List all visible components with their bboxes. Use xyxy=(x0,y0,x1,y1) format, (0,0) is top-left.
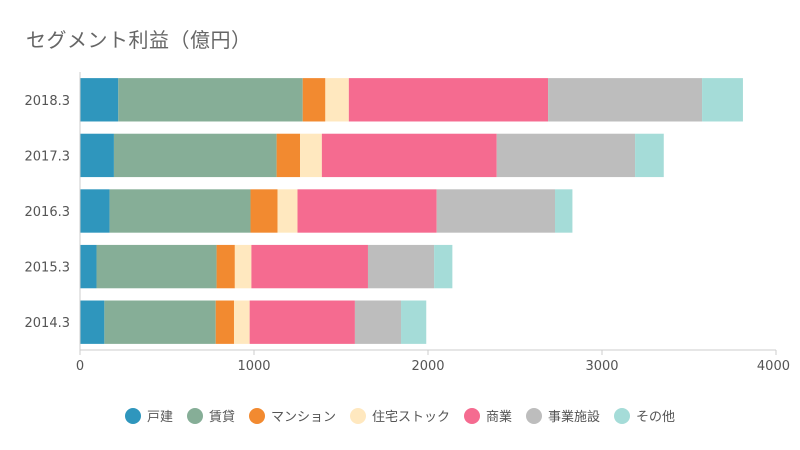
bar-2015.3-series-3 xyxy=(234,244,252,289)
chart-title: セグメント利益（億円） xyxy=(26,28,252,52)
bar-2018.3-series-1 xyxy=(118,78,303,122)
bar-2016.3-series-6 xyxy=(555,189,573,233)
bar-2018.3-series-3 xyxy=(325,78,349,122)
legend-label: マンション xyxy=(270,410,336,425)
legend-label: その他 xyxy=(636,410,676,425)
bar-2015.3-series-1 xyxy=(96,244,217,289)
y-tick-label: 2016.3 xyxy=(25,205,71,220)
bar-2015.3-series-0 xyxy=(80,244,97,289)
legend-swatch xyxy=(124,407,141,424)
legend-item: マンション xyxy=(248,406,336,425)
legend-swatch xyxy=(526,407,543,424)
y-tick-label: 2015.3 xyxy=(25,261,71,276)
bar-2016.3-series-5 xyxy=(436,189,556,233)
legend-label: 商業 xyxy=(486,410,513,425)
bar-2014.3-series-0 xyxy=(80,300,105,344)
bar-2014.3-series-2 xyxy=(215,300,234,344)
bar-2017.3-series-2 xyxy=(276,133,301,178)
y-tick-label: 2017.3 xyxy=(25,149,71,164)
bar-2018.3-series-2 xyxy=(302,78,326,122)
legend-swatch xyxy=(186,407,203,424)
bar-2018.3-series-6 xyxy=(702,78,743,122)
legend-item: 賃貸 xyxy=(186,406,235,425)
legend-swatch xyxy=(248,407,265,424)
legend-label: 戸建 xyxy=(146,410,173,425)
y-tick-label: 2014.3 xyxy=(25,316,71,331)
bar-2014.3-series-4 xyxy=(249,300,355,344)
bar-2017.3-series-1 xyxy=(113,133,277,178)
legend: 戸建 賃貸 マンション 住宅ストック 商業 事業施設 その他 xyxy=(0,406,800,425)
bar-2018.3-series-5 xyxy=(548,78,703,122)
bar-2016.3-series-2 xyxy=(250,189,278,233)
bar-2016.3-series-0 xyxy=(80,189,110,233)
x-tick-label: 4000 xyxy=(757,359,790,374)
bar-2017.3-series-0 xyxy=(80,133,114,178)
bar-2018.3-series-0 xyxy=(80,78,119,122)
bar-2014.3-series-1 xyxy=(104,300,216,344)
legend-label: 事業施設 xyxy=(548,410,601,425)
bar-2017.3-series-3 xyxy=(300,133,322,178)
legend-item: 事業施設 xyxy=(526,406,600,425)
legend-item: その他 xyxy=(614,406,675,425)
legend-item: 商業 xyxy=(464,406,512,425)
legend-swatch xyxy=(614,407,631,424)
bar-2017.3-series-6 xyxy=(635,133,664,178)
bar-2014.3-series-6 xyxy=(401,300,427,344)
x-tick-label: 0 xyxy=(76,359,84,374)
legend-label: 住宅ストック xyxy=(371,410,450,425)
bar-2015.3-series-2 xyxy=(216,244,235,289)
x-tick-label: 2000 xyxy=(411,359,444,374)
bar-2017.3-series-4 xyxy=(321,133,497,178)
bar-2016.3-series-4 xyxy=(297,189,437,233)
legend-label: 賃貸 xyxy=(208,410,235,425)
bar-2018.3-series-4 xyxy=(348,78,549,122)
bar-2015.3-series-5 xyxy=(367,244,435,289)
bar-2017.3-series-5 xyxy=(496,133,636,178)
legend-swatch xyxy=(464,407,480,424)
bar-2014.3-series-3 xyxy=(233,300,250,344)
x-tick-label: 3000 xyxy=(585,359,618,374)
bar-2016.3-series-3 xyxy=(277,189,298,233)
legend-item: 住宅ストック xyxy=(349,406,450,425)
bar-2014.3-series-5 xyxy=(354,300,402,344)
bar-2016.3-series-1 xyxy=(109,189,251,233)
x-tick-label: 1000 xyxy=(237,359,270,374)
bar-2015.3-series-4 xyxy=(251,244,368,289)
legend-swatch xyxy=(349,407,366,424)
legend-item: 戸建 xyxy=(124,406,173,425)
bar-2015.3-series-6 xyxy=(434,244,453,289)
chart-plot: 2018.3 2017.3 2016.3 2015.3 2014.3 0 1000 2000 3… xyxy=(25,72,790,374)
y-tick-label: 2018.3 xyxy=(25,94,71,109)
